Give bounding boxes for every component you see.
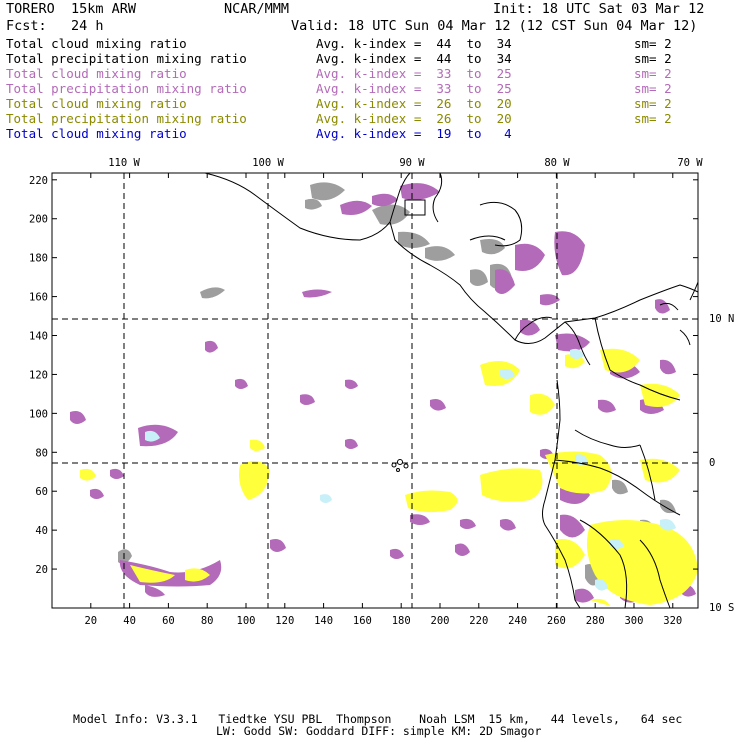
legend-kindex: Avg. k-index = 19 to 4: [316, 126, 512, 141]
x-tick-label: 40: [123, 615, 136, 627]
x-tick-label: 20: [84, 615, 97, 627]
x-tick-label: 200: [431, 615, 450, 627]
longitude-labels: 110 W 100 W 90 W 80 W 70 W: [108, 157, 703, 169]
legend-sm: sm= 2: [634, 111, 672, 126]
y-tick-label: 160: [29, 292, 48, 304]
legend-field: Total cloud mixing ratio: [6, 126, 187, 141]
legend-kindex: Avg. k-index = 44 to 34: [316, 51, 512, 66]
longitude-label: 110 W: [108, 157, 140, 169]
latitude-label: 10 N: [709, 313, 734, 325]
y-tick-label: 220: [29, 175, 48, 187]
legend-field: Total precipitation mixing ratio: [6, 81, 247, 96]
legend-kindex: Avg. k-index = 26 to 20: [316, 111, 512, 126]
legend-kindex: Avg. k-index = 26 to 20: [316, 96, 512, 111]
legend-sm: sm= 2: [634, 66, 672, 81]
org-label: NCAR/MMM: [224, 1, 290, 17]
x-axis: 20 40 60 80 100 120 140 160 180 200 220 240 260 280 30…: [84, 173, 682, 627]
legend-sm: sm= 2: [634, 36, 672, 51]
longitude-label: 90 W: [399, 157, 425, 169]
x-tick-label: 240: [508, 615, 527, 627]
model-title: TORERO 15km ARW: [6, 1, 137, 17]
plot-frame: [51, 172, 699, 609]
legend-field: Total cloud mixing ratio: [6, 66, 187, 81]
y-tick-label: 140: [29, 331, 48, 343]
x-tick-label: 160: [353, 615, 372, 627]
legend-field: Total precipitation mixing ratio: [6, 111, 247, 126]
x-tick-label: 140: [314, 615, 333, 627]
legend-field: Total cloud mixing ratio: [6, 36, 187, 51]
longitude-label: 80 W: [544, 157, 570, 169]
legend-field: Total cloud mixing ratio: [6, 96, 187, 111]
latitude-labels: 10 N 0 10 S: [709, 313, 734, 614]
x-tick-label: 120: [275, 615, 294, 627]
x-tick-label: 100: [237, 615, 256, 627]
x-tick-label: 220: [469, 615, 488, 627]
legend-sm: sm= 2: [634, 81, 672, 96]
y-tick-label: 100: [29, 408, 48, 420]
longitude-label: 100 W: [252, 157, 284, 169]
cloud-field-cyan: [145, 348, 676, 591]
coastline: [204, 172, 699, 609]
y-tick-label: 40: [35, 525, 48, 537]
init-time: Init: 18 UTC Sat 03 Mar 12: [493, 1, 705, 17]
y-tick-label: 60: [35, 486, 48, 498]
y-tick-label: 120: [29, 369, 48, 381]
legend-field: Total precipitation mixing ratio: [6, 51, 247, 66]
country-borders: [554, 317, 681, 609]
galapagos-islands: [391, 459, 409, 472]
longitude-label: 70 W: [677, 157, 703, 169]
x-tick-label: 300: [624, 615, 643, 627]
valid-time: Valid: 18 UTC Sun 04 Mar 12 (12 CST Sun …: [291, 18, 698, 34]
forecast-hour: Fcst: 24 h: [6, 18, 104, 34]
x-tick-label: 180: [392, 615, 411, 627]
legend-sm: sm= 2: [634, 96, 672, 111]
legend-kindex: Avg. k-index = 44 to 34: [316, 36, 512, 51]
legend-kindex: Avg. k-index = 33 to 25: [316, 66, 512, 81]
x-tick-label: 60: [162, 615, 175, 627]
legend-sm: sm= 2: [634, 51, 672, 66]
x-tick-label: 280: [586, 615, 605, 627]
legend-kindex: Avg. k-index = 33 to 25: [316, 81, 512, 96]
y-tick-label: 20: [35, 564, 48, 576]
latitude-label: 0: [709, 457, 715, 469]
model-info: Model Info: V3.3.1 Tiedtke YSU PBL Thomp…: [73, 712, 683, 726]
physics-info: LW: Godd SW: Goddard DIFF: simple KM: 2D…: [216, 724, 542, 738]
y-tick-label: 80: [35, 447, 48, 459]
cloud-field-yellow: [80, 348, 698, 606]
x-tick-label: 320: [663, 615, 682, 627]
x-tick-label: 80: [201, 615, 214, 627]
y-tick-label: 200: [29, 214, 48, 226]
graticule: [52, 173, 698, 608]
x-tick-label: 260: [547, 615, 566, 627]
y-tick-label: 180: [29, 253, 48, 265]
y-axis: 20 40 60 80 100 120 140 160 180 200 220: [29, 175, 698, 576]
latitude-label: 10 S: [709, 602, 734, 614]
